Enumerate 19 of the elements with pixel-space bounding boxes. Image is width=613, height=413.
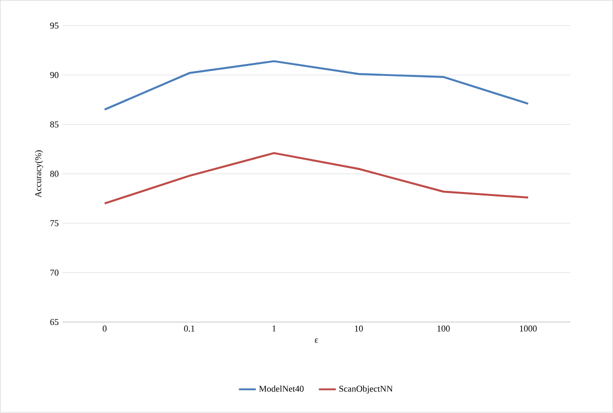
y-tick-label: 85 [50, 122, 58, 128]
line-series [104, 152, 530, 205]
legend-label: ScanObjectNN [339, 386, 393, 394]
x-tick-label: 1000 [520, 326, 537, 332]
line-series [104, 60, 530, 111]
y-tick-label: 65 [50, 319, 58, 326]
x-axis-title: ε [314, 338, 318, 343]
legend-label: ModelNet40 [259, 386, 304, 392]
y-tick-label: 70 [50, 270, 58, 276]
x-tick-label: 0.1 [184, 326, 194, 332]
y-tick-label: 75 [50, 220, 58, 226]
x-tick-label: 100 [438, 326, 450, 332]
x-tick-label: 0 [102, 326, 107, 332]
y-axis-title: Accuracy(%) [34, 150, 44, 198]
x-tick-label: 10 [355, 326, 363, 332]
x-tick-label: 1 [272, 326, 276, 332]
y-tick-label: 90 [50, 72, 58, 78]
y-tick-label: 95 [50, 22, 58, 29]
y-tick-label: 80 [50, 171, 58, 178]
